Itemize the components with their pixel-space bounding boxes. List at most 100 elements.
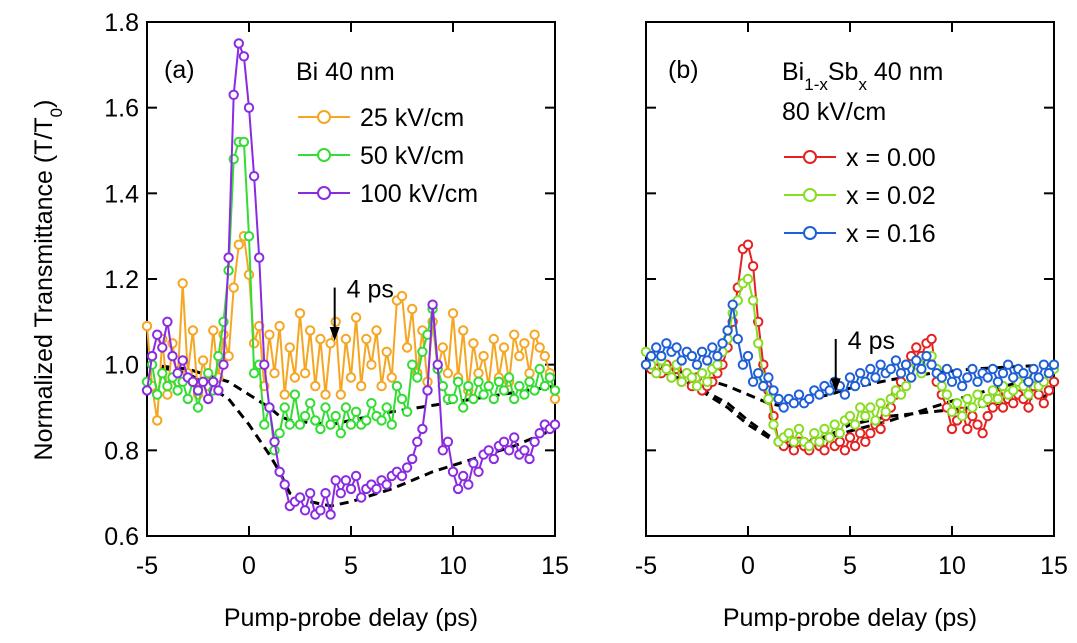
data-point (320, 488, 331, 499)
data-point (865, 428, 876, 439)
data-point (519, 389, 530, 400)
data-point (473, 376, 484, 387)
data-point (661, 363, 672, 375)
annotation-arrow-head (329, 326, 340, 341)
data-point (849, 380, 861, 392)
data-point (1028, 363, 1039, 375)
data-point (223, 350, 234, 362)
data-point (141, 385, 153, 396)
data-point (305, 488, 316, 499)
data-point (946, 376, 958, 387)
data-point (524, 368, 535, 379)
data-point (906, 372, 917, 383)
data-point (361, 333, 372, 345)
data-point (488, 393, 499, 405)
data-point (809, 428, 820, 439)
data-point (243, 231, 255, 242)
data-point (1043, 368, 1055, 379)
data-point (401, 462, 413, 473)
data-point (203, 368, 214, 379)
y-tick-label: 1.0 (104, 352, 139, 380)
data-point (962, 372, 973, 383)
data-point (727, 299, 738, 310)
data-point (1008, 398, 1019, 409)
data-point (885, 363, 896, 375)
data-point (498, 342, 510, 353)
data-point (473, 368, 484, 379)
data-point (707, 342, 718, 353)
data-point (834, 436, 845, 447)
data-point (814, 436, 825, 447)
data-point (824, 385, 835, 396)
data-point (509, 393, 520, 405)
data-point (967, 410, 978, 422)
data-point (294, 419, 306, 430)
data-point (534, 363, 545, 375)
data-point (676, 376, 687, 387)
data-point (997, 368, 1009, 379)
data-point (865, 363, 876, 375)
legend-marker (803, 150, 817, 164)
data-point (529, 329, 540, 340)
data-point (982, 410, 993, 422)
data-point (187, 376, 199, 387)
data-point (671, 342, 682, 353)
data-point (992, 376, 1004, 387)
data-point (152, 389, 163, 400)
data-point (911, 342, 922, 353)
data-point (1038, 398, 1050, 409)
data-point (967, 402, 978, 413)
data-point (498, 436, 510, 447)
data-point (855, 368, 866, 379)
data-point (987, 363, 998, 375)
data-point (1002, 359, 1014, 370)
x-axis-label-a: Pump-probe delay (ps) (224, 604, 478, 632)
data-point (259, 419, 270, 430)
data-point (509, 432, 520, 443)
data-point (686, 372, 698, 383)
data-point (926, 359, 937, 370)
data-point (254, 252, 265, 263)
data-point (946, 406, 958, 417)
data-point (172, 385, 183, 396)
data-point (875, 398, 886, 409)
data-point (824, 432, 835, 443)
data-point (992, 393, 1004, 405)
data-point (350, 406, 362, 417)
data-point (381, 346, 392, 357)
legend-marker (317, 186, 331, 200)
data-point (742, 273, 754, 285)
data-point (987, 402, 998, 413)
x-tick-label: 0 (242, 552, 256, 580)
data-point (758, 380, 769, 392)
data-point (259, 359, 270, 370)
data-point (844, 410, 856, 422)
legend-entry: 25 kV/cm (360, 104, 464, 132)
panel-b: -5 0 5 10 15 (b) Bi1-xSbx 40 nm 80 kV/cm x =… (635, 21, 1068, 632)
data-point (305, 325, 316, 336)
data-point (645, 350, 657, 362)
data-point (957, 380, 968, 392)
data-point (686, 350, 698, 362)
data-point (289, 372, 301, 383)
data-point (208, 376, 219, 387)
data-point (717, 338, 728, 349)
legend-title-a: Bi 40 nm (296, 58, 395, 86)
data-point (269, 436, 280, 447)
data-point (279, 479, 290, 490)
data-point (865, 402, 876, 413)
data-point (951, 398, 963, 409)
data-point (911, 355, 922, 366)
data-point (972, 419, 983, 430)
data-point (335, 389, 346, 400)
data-point (773, 393, 784, 405)
data-point (437, 445, 448, 456)
data-point (855, 428, 866, 439)
data-point (371, 325, 382, 336)
panel-a: 0.6 0.8 1.0 1.2 1.4 1.6 1.8 -5 0 5 10 15 (a) Bi 40… (104, 9, 569, 632)
data-point (849, 419, 861, 430)
fit-line (146, 363, 556, 508)
y-tick-label: 1.6 (104, 95, 139, 123)
data-point (269, 368, 280, 379)
data-point (412, 372, 423, 383)
